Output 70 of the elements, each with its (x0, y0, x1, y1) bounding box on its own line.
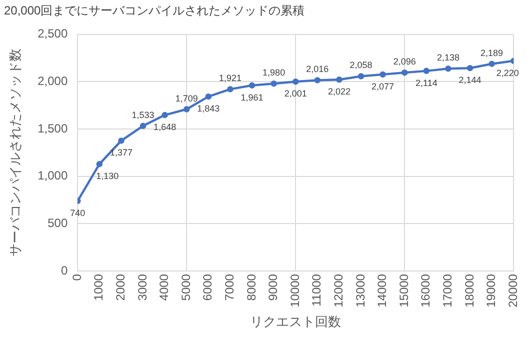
data-label: 740 (70, 208, 86, 218)
x-tick-label: 20000 (506, 274, 520, 308)
x-tick-label: 3000 (135, 274, 150, 301)
data-label: 1,980 (262, 68, 286, 78)
x-tick-label: 14000 (375, 274, 390, 308)
data-label: 2,114 (415, 78, 438, 88)
x-tick-label: 16000 (418, 274, 433, 308)
x-tick-label: 19000 (484, 274, 498, 308)
y-tick-label: 2,000 (38, 74, 68, 88)
data-label: 1,130 (96, 171, 119, 182)
x-tick-label: 1000 (92, 274, 106, 301)
data-label: 2,022 (328, 86, 350, 97)
data-label: 1,377 (110, 148, 132, 158)
data-label: 2,001 (284, 88, 307, 99)
y-tick-label: 0 (60, 263, 68, 278)
x-tick-label: 18000 (462, 274, 476, 308)
point (205, 93, 212, 100)
point (96, 160, 103, 168)
data-label: 2,077 (372, 81, 394, 92)
x-tick-label: 15000 (396, 274, 411, 308)
point (314, 77, 321, 84)
y-tick-label: 500 (48, 216, 68, 230)
data-label: 2,096 (393, 56, 416, 67)
point (183, 106, 190, 112)
data-label: 2,220 (496, 68, 519, 78)
y-tick-label: 1,000 (38, 168, 68, 183)
x-axis-title: リクエスト回数 (250, 314, 342, 329)
x-tick-label: 0 (70, 274, 84, 281)
y-axis-title: サーバコンパイルされたメソッド数 (7, 48, 22, 257)
x-tick-label: 11000 (310, 274, 324, 307)
data-label: 2,138 (436, 52, 460, 63)
data-label: 1,648 (154, 122, 176, 132)
point (401, 70, 408, 76)
point (336, 76, 342, 83)
x-tick-label: 12000 (332, 274, 346, 308)
x-tick-label: 4000 (157, 274, 172, 301)
point (488, 60, 495, 67)
x-tick-label: 17000 (440, 274, 455, 308)
data-label: 1,533 (132, 110, 154, 120)
data-label: 1,921 (218, 73, 242, 84)
x-tick-label: 7000 (222, 274, 237, 301)
x-tick-label: 8000 (244, 274, 258, 301)
data-label: 1,843 (197, 104, 220, 114)
data-label: 1,709 (175, 93, 198, 104)
data-label: 2,058 (350, 60, 372, 70)
data-label: 2,016 (306, 64, 329, 74)
point (292, 78, 299, 85)
y-tick-label: 1,500 (38, 121, 68, 136)
x-tick-label: 6000 (200, 274, 215, 301)
chart-title: 20,000回までにサーバコンパイルされたメソッドの累積 (4, 4, 305, 18)
x-tick-label: 2000 (114, 274, 128, 301)
point (445, 66, 452, 72)
x-tick-label: 10000 (288, 274, 302, 308)
point (248, 82, 256, 89)
y-tick-label: 2,500 (38, 26, 68, 41)
point (162, 112, 168, 118)
point (140, 122, 146, 130)
point (227, 86, 234, 92)
point (358, 73, 364, 80)
point (423, 68, 430, 74)
point (380, 71, 386, 78)
data-label: 2,189 (480, 48, 504, 58)
point (118, 138, 124, 144)
point (466, 64, 474, 72)
x-tick-label: 5000 (178, 274, 193, 301)
data-label: 2,144 (458, 75, 482, 86)
x-tick-label: 13000 (353, 274, 368, 308)
data-label: 1,961 (240, 92, 264, 102)
point (270, 80, 277, 87)
x-tick-label: 9000 (266, 274, 280, 301)
